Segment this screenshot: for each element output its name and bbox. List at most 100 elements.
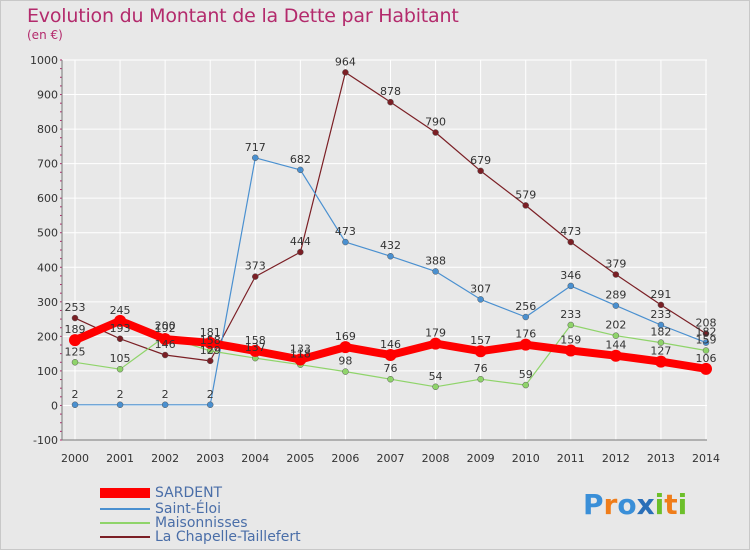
logo-letter: x bbox=[636, 488, 655, 521]
data-label: 233 bbox=[650, 308, 671, 321]
data-point bbox=[252, 154, 259, 162]
data-point bbox=[297, 166, 304, 174]
data-point bbox=[612, 271, 620, 278]
data-label: 133 bbox=[290, 343, 311, 356]
data-label: 176 bbox=[515, 328, 536, 341]
x-tick-label: 2007 bbox=[377, 452, 405, 465]
data-point bbox=[339, 341, 352, 354]
data-point bbox=[700, 362, 712, 375]
data-label: 192 bbox=[155, 322, 176, 335]
x-tick-label: 2004 bbox=[241, 452, 269, 465]
data-label: 682 bbox=[290, 153, 311, 166]
data-point bbox=[567, 282, 575, 290]
y-tick-label: -100 bbox=[33, 434, 58, 447]
legend-item-sardent: SARDENT bbox=[100, 486, 222, 500]
x-tick-label: 2009 bbox=[467, 452, 495, 465]
data-label: 307 bbox=[470, 282, 491, 295]
legend-item-saint-eloi: Saint-Éloi bbox=[100, 502, 221, 516]
data-label: 54 bbox=[429, 370, 443, 383]
data-point bbox=[429, 337, 442, 350]
data-point bbox=[567, 321, 575, 329]
data-label: 346 bbox=[560, 269, 581, 282]
y-tick-label: 900 bbox=[37, 89, 58, 102]
data-label: 233 bbox=[560, 308, 581, 321]
data-label: 878 bbox=[380, 85, 401, 98]
data-point bbox=[657, 301, 665, 309]
data-label: 200 bbox=[155, 319, 176, 332]
data-point bbox=[522, 381, 529, 389]
data-point bbox=[342, 238, 349, 246]
data-label: 76 bbox=[384, 362, 398, 375]
y-tick-label: 300 bbox=[37, 296, 58, 309]
data-point bbox=[432, 268, 439, 275]
data-point bbox=[657, 321, 665, 329]
data-point bbox=[522, 313, 529, 321]
data-point bbox=[116, 335, 124, 343]
data-label: 182 bbox=[696, 326, 717, 339]
data-label: 169 bbox=[335, 330, 356, 343]
data-point bbox=[294, 353, 307, 366]
data-label: 717 bbox=[245, 141, 266, 154]
data-label: 579 bbox=[515, 188, 536, 201]
data-label: 144 bbox=[605, 339, 626, 352]
chart-title: Evolution du Montant de la Dette par Hab… bbox=[27, 5, 459, 27]
data-point bbox=[657, 339, 665, 346]
proxiti-logo: Proxiti bbox=[583, 488, 687, 521]
data-point bbox=[654, 355, 667, 368]
x-tick-label: 2011 bbox=[557, 452, 585, 465]
data-label: 125 bbox=[65, 345, 86, 358]
legend-item-maisonnisses: Maisonnisses bbox=[100, 516, 248, 530]
data-point bbox=[206, 401, 214, 409]
x-tick-label: 2008 bbox=[422, 452, 450, 465]
data-point bbox=[252, 273, 259, 280]
data-point bbox=[477, 167, 484, 175]
y-tick-label: 0 bbox=[51, 399, 58, 412]
x-tick-label: 2005 bbox=[286, 452, 314, 465]
data-point bbox=[114, 314, 127, 327]
data-label: 291 bbox=[650, 288, 671, 301]
y-tick-label: 400 bbox=[37, 261, 58, 274]
data-label: 379 bbox=[605, 258, 626, 271]
y-tick-label: 200 bbox=[37, 330, 58, 343]
x-tick-label: 2000 bbox=[61, 452, 89, 465]
data-point bbox=[477, 296, 484, 303]
logo-letter: o bbox=[617, 488, 637, 521]
data-point bbox=[609, 349, 622, 362]
data-label: 964 bbox=[335, 55, 356, 68]
data-label: 182 bbox=[650, 326, 671, 339]
data-label: 289 bbox=[605, 289, 626, 302]
data-label: 473 bbox=[560, 225, 581, 238]
legend-label-la-chapelle-taillefert: La Chapelle-Taillefert bbox=[155, 529, 301, 545]
legend-label-sardent: SARDENT bbox=[155, 485, 223, 501]
legend-swatch-la-chapelle-taillefert bbox=[100, 536, 150, 538]
data-label: 473 bbox=[335, 225, 356, 238]
logo-letter: P bbox=[583, 488, 604, 521]
legend-swatch-sardent bbox=[100, 488, 150, 498]
x-tick-label: 2014 bbox=[692, 452, 720, 465]
data-label: 146 bbox=[155, 338, 176, 351]
data-label: 137 bbox=[245, 341, 266, 354]
data-point bbox=[702, 347, 710, 354]
data-label: 159 bbox=[560, 334, 581, 347]
y-tick-label: 100 bbox=[37, 365, 58, 378]
data-point bbox=[249, 344, 262, 357]
data-point bbox=[612, 332, 620, 339]
x-tick-label: 2002 bbox=[151, 452, 179, 465]
data-point bbox=[387, 252, 394, 260]
data-label: 181 bbox=[200, 326, 221, 339]
data-label: 2 bbox=[72, 388, 79, 401]
data-point bbox=[387, 98, 394, 106]
data-point bbox=[384, 349, 397, 362]
plot-area bbox=[62, 60, 707, 440]
data-point bbox=[567, 238, 575, 246]
data-label: 158 bbox=[245, 334, 266, 347]
unit-label: (en €) bbox=[27, 28, 63, 42]
x-tick-label: 2006 bbox=[331, 452, 359, 465]
data-label: 189 bbox=[65, 323, 86, 336]
y-tick-label: 1000 bbox=[30, 54, 58, 67]
data-label: 444 bbox=[290, 235, 311, 248]
data-point bbox=[71, 401, 79, 409]
y-tick-label: 700 bbox=[37, 158, 58, 171]
data-point bbox=[159, 333, 172, 346]
